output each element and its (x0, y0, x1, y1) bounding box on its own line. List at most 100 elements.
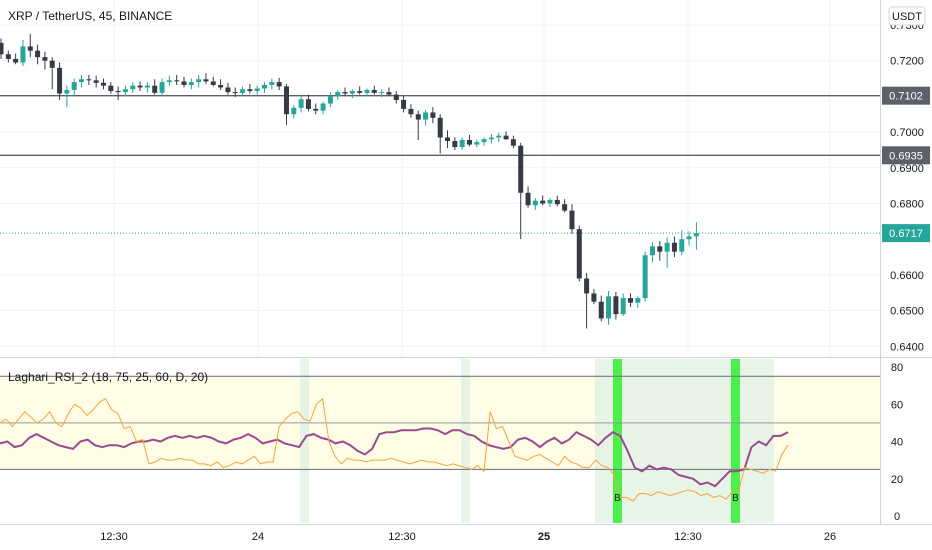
candle (188, 78, 194, 90)
candle-body (401, 99, 407, 109)
candle (547, 198, 553, 208)
candle (371, 85, 377, 95)
candle-body (349, 91, 355, 94)
candle-body (35, 50, 41, 58)
time-tick-label: 12:30 (388, 531, 416, 543)
candle (649, 242, 655, 263)
candle (474, 139, 480, 148)
candle (100, 78, 106, 90)
indicator-series-line (0, 397, 789, 502)
candle (554, 195, 560, 207)
time-tick-label: 12:30 (674, 531, 702, 543)
candle (137, 81, 143, 92)
candle-body (452, 141, 458, 148)
candle (166, 75, 172, 86)
candle (591, 289, 597, 305)
indicator-axis[interactable]: 80 60 40 20 0 (891, 362, 903, 523)
candle (693, 222, 699, 250)
candle-body (408, 108, 414, 115)
candle (679, 230, 685, 256)
candle-body (181, 81, 187, 85)
indicator-title: Laghari_RSI_2 (18, 75, 25, 60, D, 20) (8, 370, 208, 384)
candle (196, 74, 202, 88)
candle (613, 292, 619, 320)
candle (5, 50, 11, 63)
candle-body (686, 236, 692, 240)
candle-body (218, 84, 224, 88)
candle (401, 96, 407, 113)
candle (686, 231, 692, 246)
candle (115, 86, 121, 100)
last-price-label-text: 0.6717 (889, 228, 923, 240)
candle-body (364, 89, 370, 93)
candle (86, 74, 92, 85)
candle-body (671, 242, 677, 252)
candle (657, 240, 663, 261)
candle-body (262, 84, 268, 89)
candle-body (203, 79, 209, 82)
candle (437, 114, 443, 154)
candle-body (137, 85, 143, 88)
candle (291, 105, 297, 119)
candle (510, 135, 516, 149)
time-axis[interactable]: 12:30 24 12:30 25 12:30 26 (100, 531, 836, 543)
candle (57, 62, 63, 100)
candle (203, 73, 209, 84)
currency-badge[interactable]: USDT (888, 6, 926, 26)
candle (27, 33, 33, 58)
candle (247, 83, 253, 94)
candle-body (144, 85, 150, 88)
candle (342, 87, 348, 97)
candle (606, 290, 612, 325)
candle-body (86, 79, 92, 81)
signal-label: B (732, 493, 739, 504)
price-tick-label: 0.6500 (890, 306, 924, 318)
candle-body (5, 54, 11, 59)
candle-body (335, 92, 341, 97)
indicator-tick-label: 40 (891, 437, 903, 449)
level-price-label-bg (882, 86, 930, 105)
candle (130, 82, 136, 93)
level-price-label: 0.7102 (882, 86, 930, 105)
candle-body (657, 246, 663, 252)
candle-body (510, 139, 516, 146)
candle (671, 236, 677, 258)
candle (430, 107, 436, 124)
candle-body (320, 103, 326, 111)
candle-body (0, 42, 4, 55)
candle-body (254, 88, 260, 92)
candle-body (496, 135, 502, 138)
signal-zone (300, 359, 309, 523)
candle (349, 89, 355, 99)
candle-body (525, 192, 531, 206)
signal-zone (461, 359, 470, 523)
candle (452, 137, 458, 150)
candle (313, 103, 319, 115)
candle-body (488, 137, 494, 140)
candle (122, 85, 128, 97)
candle (393, 91, 399, 104)
candle-body (562, 204, 568, 211)
currency-badge-label: USDT (892, 11, 922, 23)
candle (240, 86, 246, 97)
signal-bar (731, 359, 740, 523)
chart-title: XRP / TetherUS, 45, BINANCE (8, 9, 172, 23)
horizontal-levels (0, 94, 880, 234)
price-tick-label: 0.6800 (890, 198, 924, 210)
price-axis[interactable]: 0.73000.72000.70000.69000.68000.66000.65… (882, 20, 930, 353)
candle-body (196, 79, 202, 83)
candle (642, 251, 648, 302)
price-pane-background (0, 0, 880, 357)
candle (576, 225, 582, 282)
time-tick-label: 12:30 (100, 531, 128, 543)
candle (598, 295, 604, 322)
candle-body (569, 210, 575, 230)
candle-body (57, 67, 63, 94)
candle-body (664, 242, 670, 252)
candle (64, 85, 70, 108)
candle (503, 131, 509, 140)
candle-body (481, 139, 487, 143)
candle-body (174, 80, 180, 82)
candle-body (547, 199, 553, 204)
